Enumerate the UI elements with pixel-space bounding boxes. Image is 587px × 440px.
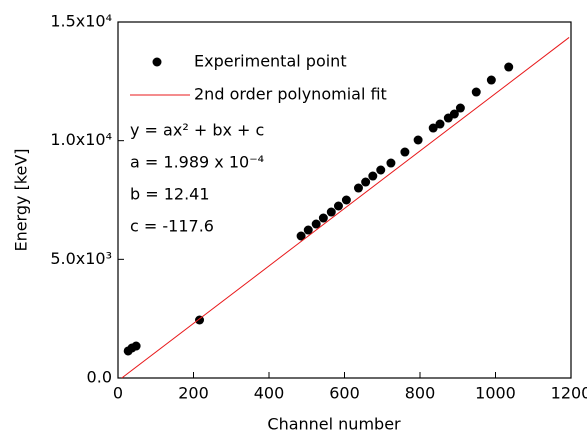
data-point [361, 177, 371, 187]
data-point [386, 158, 396, 168]
x-tick-label: 200 [178, 384, 209, 403]
legend-marker [152, 57, 162, 67]
y-tick-label: 1.5x10⁴ [50, 12, 112, 31]
annotation: c = -117.6 [130, 217, 214, 236]
data-point [376, 165, 386, 175]
annotation: b = 12.41 [130, 185, 210, 204]
annotation: y = ax² + bx + c [130, 121, 264, 140]
data-point [303, 225, 313, 235]
annotation: a = 1.989 x 10⁻⁴ [130, 153, 264, 172]
legend-label: 2nd order polynomial fit [194, 85, 387, 104]
data-point [471, 87, 481, 97]
data-point [413, 135, 423, 145]
x-axis-title: Channel number [267, 415, 401, 434]
data-point [311, 219, 321, 229]
data-point [368, 171, 378, 181]
data-point [341, 195, 351, 205]
data-point [400, 147, 410, 157]
data-point [326, 207, 336, 217]
data-point [195, 315, 205, 325]
fit-line [121, 37, 570, 379]
y-axis-title: Energy [keV] [12, 148, 31, 251]
data-point [455, 103, 465, 113]
x-tick-label: 800 [405, 384, 436, 403]
data-point [333, 201, 343, 211]
legend-label: Experimental point [194, 52, 347, 71]
x-tick-label: 1000 [475, 384, 516, 403]
y-tick-label: 1.0x10⁴ [50, 130, 112, 149]
data-point [449, 109, 459, 119]
data-point [504, 62, 514, 72]
data-point [486, 75, 496, 85]
y-tick-label: 5.0x10³ [50, 249, 112, 268]
data-point [296, 231, 306, 241]
data-point [131, 341, 141, 351]
data-point [318, 213, 328, 223]
x-tick-label: 600 [329, 384, 360, 403]
data-point [435, 119, 445, 129]
x-tick-label: 400 [254, 384, 285, 403]
data-point [428, 123, 438, 133]
y-tick-label: 0.0 [87, 368, 112, 387]
x-tick-label: 1200 [551, 384, 587, 403]
data-point [353, 183, 363, 193]
x-tick-label: 0 [113, 384, 123, 403]
